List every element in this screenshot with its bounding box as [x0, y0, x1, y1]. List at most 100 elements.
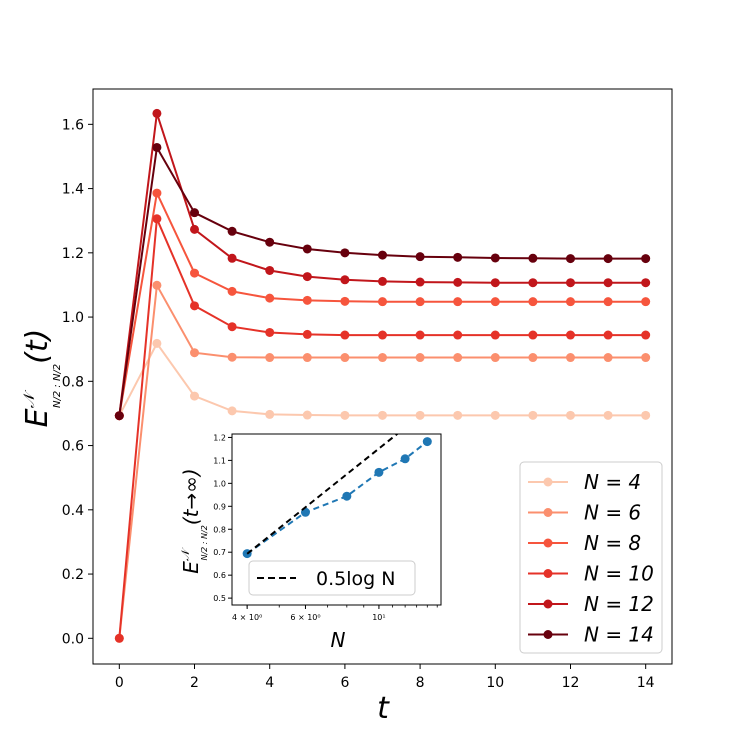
data-point: [152, 108, 162, 118]
data-point: [114, 633, 124, 643]
inset-y-tick-label: 1.0: [213, 479, 226, 488]
inset-y-label-sub: N/2 : N/2: [200, 525, 209, 560]
main-chart: 0 2 4 6 8 10 12 14 0.00.20.40.60.81.01.21.41.6 …: [20, 88, 673, 726]
inset-y-label-arg: (t→∞): [179, 468, 203, 525]
data-point: [490, 353, 500, 363]
series-n6: [114, 280, 651, 643]
data-point: [190, 301, 200, 311]
data-point: [528, 353, 538, 363]
data-point: [302, 272, 312, 282]
data-point: [340, 275, 350, 285]
main-y-tick-label: 1.2: [62, 246, 84, 262]
data-point: [265, 409, 275, 419]
inset-reference-line: [246, 434, 399, 555]
data-point: [302, 410, 312, 420]
inset-x-tick-label: 10¹: [372, 613, 385, 622]
data-point: [528, 297, 538, 307]
inset-x-axis: 4 × 10⁰ 6 × 10⁰ 10¹: [232, 605, 438, 622]
data-point: [641, 410, 651, 420]
data-point: [490, 278, 500, 288]
data-point: [565, 254, 575, 264]
data-point: [453, 252, 463, 262]
legend-label: N = 4: [584, 470, 641, 494]
data-point: [565, 330, 575, 340]
inset-y-label-base: E: [179, 561, 203, 574]
inset-x-tick-label: 4 × 10⁰: [232, 613, 262, 622]
legend-swatch-marker: [543, 477, 553, 487]
inset-x-label: N: [331, 628, 346, 652]
data-point: [340, 296, 350, 306]
data-point: [265, 265, 275, 275]
data-point: [641, 278, 651, 288]
main-y-tick-label: 0.6: [62, 439, 84, 455]
main-x-tick-label: 6: [340, 675, 349, 691]
inset-y-tick-label: 1.2: [213, 433, 226, 442]
main-y-label-sup: 𝒩: [20, 389, 38, 408]
data-point: [453, 330, 463, 340]
inset-y-label-sup: 𝒩: [179, 547, 192, 561]
inset-y-tick-label: 1.1: [213, 456, 226, 465]
data-point: [378, 297, 387, 307]
legend-entry: N = 4: [528, 470, 641, 494]
data-point: [152, 280, 162, 290]
data-point: [152, 142, 162, 152]
data-point: [190, 268, 200, 278]
data-point: [565, 278, 575, 288]
data-point: [265, 293, 275, 303]
data-point: [415, 252, 425, 262]
main-y-axis: 0.0 0.2 0.4 0.6 0.8 1.0 1.2 1.4 1.6: [62, 117, 93, 647]
data-point: [152, 188, 162, 198]
main-y-tick-label: 0.0: [62, 631, 84, 647]
main-x-tick-label: 12: [562, 675, 580, 691]
data-point: [227, 322, 237, 332]
data-point: [415, 410, 425, 420]
svg-text:E𝒩N/2 : N/2(t): E𝒩 N/2 : N/2(t): [20, 329, 63, 428]
data-point: [378, 353, 387, 363]
main-x-tick-label: 14: [637, 675, 655, 691]
data-point: [302, 353, 312, 363]
data-point: [603, 410, 613, 420]
main-x-tick-label: 8: [416, 675, 425, 691]
main-y-label: E𝒩 N/2 : N/2(t): [20, 329, 63, 428]
data-point: [152, 214, 162, 224]
main-y-label-sub: N/2 : N/2: [52, 364, 63, 408]
data-point: [415, 353, 425, 363]
series-n14: [114, 142, 651, 421]
data-point: [340, 353, 350, 363]
data-point: [528, 253, 538, 263]
series-n10: [114, 214, 651, 643]
data-point: [603, 278, 613, 288]
data-point: [415, 277, 425, 287]
main-y-label-arg: (t): [20, 329, 55, 364]
inset-series-line: [246, 434, 399, 555]
inset-legend-label: 0.5log N: [316, 568, 395, 590]
main-x-tick-label: 2: [190, 675, 199, 691]
data-point: [415, 297, 425, 307]
inset-legend: 0.5log N: [248, 560, 416, 596]
data-point: [641, 330, 651, 340]
data-point: [528, 330, 538, 340]
inset-data-point: [342, 491, 352, 501]
data-point: [490, 330, 500, 340]
main-y-tick-label: 1.6: [62, 117, 84, 133]
inset-series-group: [242, 434, 432, 559]
data-point: [302, 295, 312, 305]
legend-swatch-marker: [543, 569, 553, 578]
data-point: [227, 286, 237, 296]
data-point: [453, 410, 463, 420]
main-y-tick-label: 0.2: [62, 567, 84, 583]
legend-entry: N = 6: [528, 501, 641, 525]
legend-entry: N = 8: [528, 531, 641, 555]
data-point: [641, 297, 651, 307]
data-point: [227, 253, 237, 263]
inset-y-tick-label: 0.8: [213, 525, 226, 534]
inset-chart: 4 × 10⁰ 6 × 10⁰ 10¹ 0.5 0.6 0.7 0.8 0.9 1.0 1.1 1…: [179, 433, 442, 652]
data-point: [378, 410, 387, 420]
main-legend: N = 4 N = 6 N = 8 N = 10 N = 12 N = 14: [519, 461, 663, 654]
main-x-tick-label: 4: [265, 675, 274, 691]
data-point: [641, 353, 651, 363]
data-point: [565, 410, 575, 420]
inset-y-tick-label: 0.5: [213, 594, 226, 603]
